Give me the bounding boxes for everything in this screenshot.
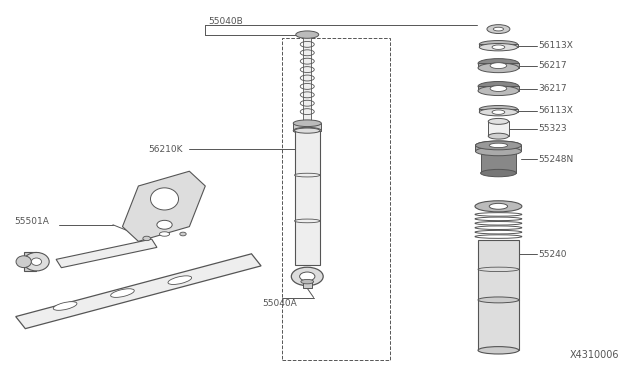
- Bar: [479, 109, 518, 112]
- Ellipse shape: [291, 267, 323, 286]
- Ellipse shape: [481, 169, 516, 177]
- Ellipse shape: [301, 279, 314, 284]
- Bar: [478, 86, 519, 91]
- Ellipse shape: [150, 188, 179, 210]
- Ellipse shape: [489, 143, 508, 148]
- Ellipse shape: [143, 236, 150, 241]
- Ellipse shape: [24, 253, 49, 271]
- Bar: [478, 63, 519, 68]
- Ellipse shape: [293, 127, 321, 134]
- Ellipse shape: [476, 147, 522, 156]
- Text: X4310006: X4310006: [570, 350, 620, 359]
- Polygon shape: [16, 254, 261, 328]
- Bar: [478, 240, 519, 300]
- Bar: [293, 123, 321, 131]
- Bar: [478, 300, 519, 350]
- Ellipse shape: [478, 81, 519, 91]
- Ellipse shape: [296, 31, 319, 38]
- Ellipse shape: [159, 232, 170, 236]
- Ellipse shape: [488, 118, 509, 124]
- Ellipse shape: [476, 141, 522, 150]
- Ellipse shape: [489, 203, 508, 209]
- Ellipse shape: [53, 302, 77, 310]
- Polygon shape: [122, 171, 205, 241]
- Bar: [282, 38, 390, 359]
- Ellipse shape: [478, 63, 519, 73]
- Bar: [294, 131, 320, 265]
- Ellipse shape: [294, 173, 320, 177]
- Polygon shape: [56, 239, 157, 268]
- Ellipse shape: [293, 120, 321, 126]
- Ellipse shape: [479, 41, 518, 48]
- Bar: [24, 253, 36, 271]
- Ellipse shape: [478, 297, 519, 303]
- Text: 56217: 56217: [538, 61, 566, 70]
- Ellipse shape: [493, 27, 504, 31]
- Text: 36217: 36217: [538, 84, 566, 93]
- Ellipse shape: [300, 272, 315, 281]
- Ellipse shape: [479, 106, 518, 113]
- Ellipse shape: [476, 141, 522, 150]
- Ellipse shape: [157, 220, 172, 229]
- Ellipse shape: [478, 86, 519, 96]
- Ellipse shape: [168, 276, 191, 285]
- Ellipse shape: [475, 201, 522, 212]
- Ellipse shape: [478, 267, 519, 272]
- Text: 56210K: 56210K: [148, 145, 182, 154]
- Ellipse shape: [478, 59, 519, 68]
- Ellipse shape: [31, 258, 42, 265]
- Ellipse shape: [490, 62, 507, 68]
- Ellipse shape: [492, 45, 505, 49]
- Text: 56113X: 56113X: [538, 106, 573, 115]
- Bar: [476, 145, 522, 151]
- Ellipse shape: [487, 25, 510, 33]
- Ellipse shape: [488, 133, 509, 139]
- Bar: [303, 282, 312, 288]
- Ellipse shape: [111, 289, 134, 297]
- Text: 55501A: 55501A: [14, 217, 49, 225]
- Ellipse shape: [478, 347, 519, 354]
- Ellipse shape: [492, 110, 505, 114]
- Ellipse shape: [490, 86, 507, 92]
- Bar: [488, 121, 509, 136]
- Bar: [479, 44, 518, 47]
- Text: 55323: 55323: [538, 124, 566, 133]
- Text: 55040B: 55040B: [209, 17, 243, 26]
- Bar: [481, 151, 516, 173]
- Ellipse shape: [294, 219, 320, 223]
- Ellipse shape: [479, 44, 518, 51]
- Bar: [303, 36, 311, 119]
- Ellipse shape: [16, 256, 31, 267]
- Text: 55240: 55240: [538, 250, 566, 259]
- Text: 55248N: 55248N: [538, 155, 573, 164]
- Ellipse shape: [294, 128, 320, 133]
- Ellipse shape: [180, 232, 186, 236]
- Text: 55040A: 55040A: [262, 299, 298, 308]
- Text: 56113X: 56113X: [538, 41, 573, 50]
- Ellipse shape: [479, 109, 518, 116]
